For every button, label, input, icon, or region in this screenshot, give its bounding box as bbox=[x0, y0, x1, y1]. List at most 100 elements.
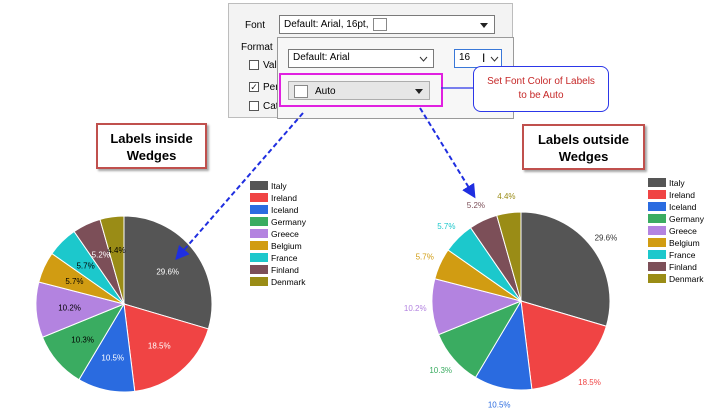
legend-label: France bbox=[271, 253, 298, 263]
legend-item-france: France bbox=[648, 250, 704, 262]
data-label-france: 5.7% bbox=[76, 261, 94, 270]
legend-label: France bbox=[669, 250, 696, 260]
legend-swatch bbox=[250, 193, 268, 202]
font-color-swatch bbox=[372, 18, 387, 31]
data-label-denmark: 4.4% bbox=[107, 246, 125, 255]
legend-label: Belgium bbox=[271, 241, 302, 251]
legend-label: Denmark bbox=[271, 277, 306, 287]
legend-label: Greece bbox=[669, 226, 697, 236]
callout-line-2: to be Auto bbox=[518, 90, 564, 101]
font-combo[interactable]: Default: Arial, 16pt, bbox=[279, 15, 495, 34]
auto-color-swatch bbox=[294, 85, 308, 98]
percent-checkbox[interactable]: ✓ bbox=[249, 82, 259, 92]
data-label-finland: 5.2% bbox=[467, 201, 485, 210]
data-label-italy: 29.6% bbox=[156, 267, 179, 276]
chevron-down-icon[interactable] bbox=[490, 56, 499, 62]
percent-checkbox-label: Perc bbox=[263, 82, 284, 93]
pie-chart-outside-labels: 29.6% 18.5% 10.5% 10.3% 10.2% 5.7% 5.7% 5.2% 4.4… bbox=[404, 192, 617, 410]
font-label: Font bbox=[245, 20, 266, 31]
legend-item-italy: Italy bbox=[250, 181, 306, 193]
value-checkbox-label: Valu bbox=[263, 60, 283, 71]
legend-swatch bbox=[250, 181, 268, 190]
legend-swatch bbox=[250, 241, 268, 250]
legend-label: Italy bbox=[669, 178, 685, 188]
pie-slice-denmark bbox=[496, 211, 522, 302]
legend-item-finland: Finland bbox=[648, 262, 704, 274]
legend-item-iceland: Iceland bbox=[250, 205, 306, 217]
data-label-denmark: 4.4% bbox=[497, 192, 515, 201]
data-label-france: 5.7% bbox=[437, 222, 455, 231]
legend-outside-chart: Italy Ireland Iceland Germany Greece Belgium F… bbox=[648, 178, 704, 286]
legend-item-denmark: Denmark bbox=[648, 274, 704, 286]
legend-swatch bbox=[648, 190, 666, 199]
legend-item-greece: Greece bbox=[648, 226, 704, 238]
legend-item-greece: Greece bbox=[250, 229, 306, 241]
legend-label: Finland bbox=[271, 265, 299, 275]
legend-swatch bbox=[648, 226, 666, 235]
legend-label: Iceland bbox=[271, 205, 299, 215]
connector-arrow-left bbox=[175, 112, 304, 261]
font-combo-value: Default: Arial, 16pt, bbox=[284, 19, 369, 31]
legend-swatch bbox=[648, 262, 666, 271]
legend-label: Finland bbox=[669, 262, 697, 272]
legend-label: Italy bbox=[271, 181, 287, 191]
data-label-greece: 10.2% bbox=[404, 304, 427, 313]
legend-swatch bbox=[648, 202, 666, 211]
legend-swatch bbox=[648, 238, 666, 247]
legend-item-germany: Germany bbox=[648, 214, 704, 226]
data-label-finland: 5.2% bbox=[92, 251, 110, 260]
callout-line-1: Set Font Color of Labels bbox=[487, 76, 595, 87]
chevron-down-icon[interactable] bbox=[480, 23, 488, 28]
legend-label: Ireland bbox=[271, 193, 297, 203]
outside-title-line-1: Labels outside bbox=[537, 132, 630, 147]
legend-swatch bbox=[648, 178, 666, 187]
data-label-belgium: 5.7% bbox=[65, 277, 83, 286]
inside-title-line-1: Labels inside bbox=[110, 131, 193, 146]
color-highlight-box bbox=[279, 73, 443, 107]
legend-item-italy: Italy bbox=[648, 178, 704, 190]
legend-swatch bbox=[250, 277, 268, 286]
data-label-iceland: 10.5% bbox=[488, 401, 511, 410]
data-label-germany: 10.3% bbox=[429, 366, 452, 375]
legend-label: Belgium bbox=[669, 238, 700, 248]
outside-title-line-2: Wedges bbox=[558, 149, 609, 164]
data-label-ireland: 18.5% bbox=[578, 378, 601, 387]
pie-slice-italy bbox=[123, 215, 213, 330]
category-checkbox[interactable] bbox=[249, 101, 259, 111]
data-label-italy: 29.6% bbox=[595, 234, 618, 243]
font-color-dropdown[interactable]: Auto bbox=[288, 81, 430, 100]
pie-slice-ireland bbox=[123, 303, 210, 392]
caret-down-icon[interactable] bbox=[415, 89, 423, 94]
pie-slice-italy bbox=[520, 211, 611, 327]
legend-swatch bbox=[250, 265, 268, 274]
legend-item-belgium: Belgium bbox=[250, 241, 306, 253]
font-name-combo[interactable]: Default: Arial bbox=[288, 49, 434, 68]
legend-swatch bbox=[648, 250, 666, 259]
legend-item-belgium: Belgium bbox=[648, 238, 704, 250]
legend-item-finland: Finland bbox=[250, 265, 306, 277]
pie-chart-inside-labels: 29.6%18.5%10.5%10.3%10.2%5.7%5.7%5.2%4.4… bbox=[35, 215, 213, 393]
format-label: Format bbox=[241, 42, 273, 53]
legend-item-iceland: Iceland bbox=[648, 202, 704, 214]
legend-label: Germany bbox=[271, 217, 306, 227]
font-size-combo[interactable]: 16 I bbox=[454, 49, 502, 68]
data-label-belgium: 5.7% bbox=[416, 253, 434, 262]
value-checkbox[interactable] bbox=[249, 60, 259, 70]
legend-label: Denmark bbox=[669, 274, 704, 284]
legend-label: Greece bbox=[271, 229, 299, 239]
font-size-value: 16 bbox=[459, 52, 471, 63]
legend-swatch bbox=[648, 214, 666, 223]
legend-swatch bbox=[250, 217, 268, 226]
data-label-ireland: 18.5% bbox=[148, 342, 171, 351]
legend-swatch bbox=[250, 205, 268, 214]
pie-slice-denmark bbox=[99, 215, 125, 305]
data-label-germany: 10.3% bbox=[71, 336, 94, 345]
inside-title-line-2: Wedges bbox=[126, 148, 177, 163]
data-label-iceland: 10.5% bbox=[101, 353, 124, 362]
data-label-greece: 10.2% bbox=[58, 304, 81, 313]
pie-slice-ireland bbox=[520, 300, 607, 390]
legend-item-ireland: Ireland bbox=[250, 193, 306, 205]
chevron-down-icon[interactable] bbox=[419, 56, 428, 62]
callout-note: Set Font Color of Labels to be Auto bbox=[473, 66, 609, 112]
legend-label: Iceland bbox=[669, 202, 697, 212]
